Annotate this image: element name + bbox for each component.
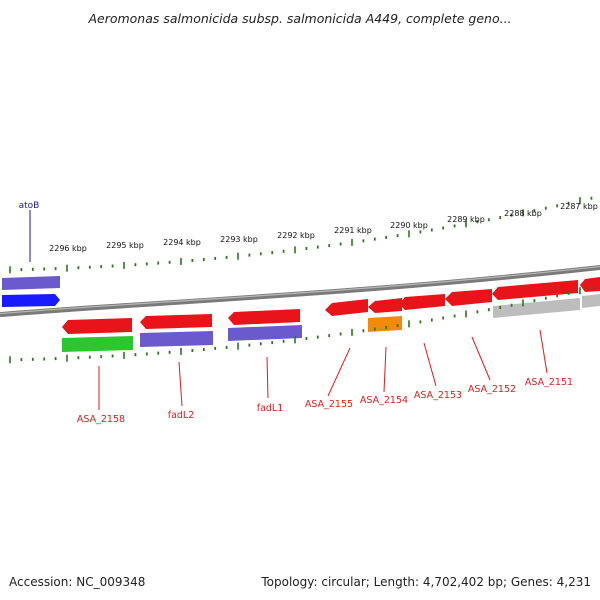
feature-atob-purple (2, 276, 60, 290)
gene-label-fadl1: fadL1 (257, 403, 284, 414)
gene-gray-1 (493, 298, 580, 318)
gene-fadl2-purple (140, 331, 213, 347)
scale-label-2296: 2296 kbp (49, 244, 87, 253)
genome-backbone-highlight (0, 265, 600, 315)
gene-fadl1 (228, 309, 300, 325)
feature-atob-blue (2, 294, 60, 307)
leader-fadl2 (178, 361, 183, 407)
gene-asa-2150 (580, 277, 600, 292)
gene-label-asa-2153: ASA_2153 (414, 390, 462, 401)
gene-label-asa-2152: ASA_2152 (468, 384, 516, 395)
gene-label-fadl2: fadL2 (168, 410, 195, 421)
gene-asa-2154-upper (368, 298, 402, 313)
gene-gray-2 (582, 294, 600, 308)
upper-scale-ticks (9, 196, 593, 274)
gene-asa-2158 (62, 318, 132, 334)
gene-label-asa-2151: ASA_2151 (525, 377, 573, 388)
gene-asa-2151 (492, 280, 578, 300)
gene-asa-2158-green (62, 336, 133, 352)
map-title: Aeromonas salmonicida subsp. salmonicida… (87, 11, 511, 26)
leader-asa-2154 (383, 346, 387, 393)
gene-asa-2152 (445, 289, 492, 306)
accession-text: Accession: NC_009348 (9, 575, 145, 589)
scale-label-2288: 2288 kbp (504, 209, 542, 218)
leader-asa-2151 (539, 329, 548, 374)
gene-fadl1-purple (228, 325, 302, 341)
scale-label-2293: 2293 kbp (220, 235, 258, 244)
leader-asa-2152 (471, 336, 491, 381)
gene-label-asa-2154: ASA_2154 (360, 395, 408, 406)
leader-fadl1 (266, 356, 269, 399)
lower-scale-ticks (9, 286, 593, 364)
scale-label-2294: 2294 kbp (163, 238, 201, 247)
topology-text: Topology: circular; Length: 4,702,402 bp… (260, 575, 591, 589)
gene-label-asa-2155: ASA_2155 (305, 399, 353, 410)
leader-asa-2153 (423, 342, 437, 387)
gene-fadl2 (140, 314, 212, 329)
scale-label-2287: 2287 kbp (560, 202, 598, 211)
genome-backbone (0, 265, 600, 318)
scale-label-2290: 2290 kbp (390, 221, 428, 230)
scale-label-2292: 2292 kbp (277, 231, 315, 240)
gene-asa-2154-orange (368, 316, 402, 332)
gene-label-atob: atoB (19, 201, 40, 211)
gene-asa-2155 (325, 299, 368, 316)
gene-asa-2153 (399, 294, 445, 310)
leader-asa-2155 (327, 347, 351, 397)
reverse-genes (62, 294, 600, 352)
scale-label-2289: 2289 kbp (447, 215, 485, 224)
gene-label-asa-2158: ASA_2158 (77, 414, 125, 425)
scale-label-2291: 2291 kbp (334, 226, 372, 235)
forward-genes (325, 277, 600, 316)
scale-label-2295: 2295 kbp (106, 241, 144, 250)
